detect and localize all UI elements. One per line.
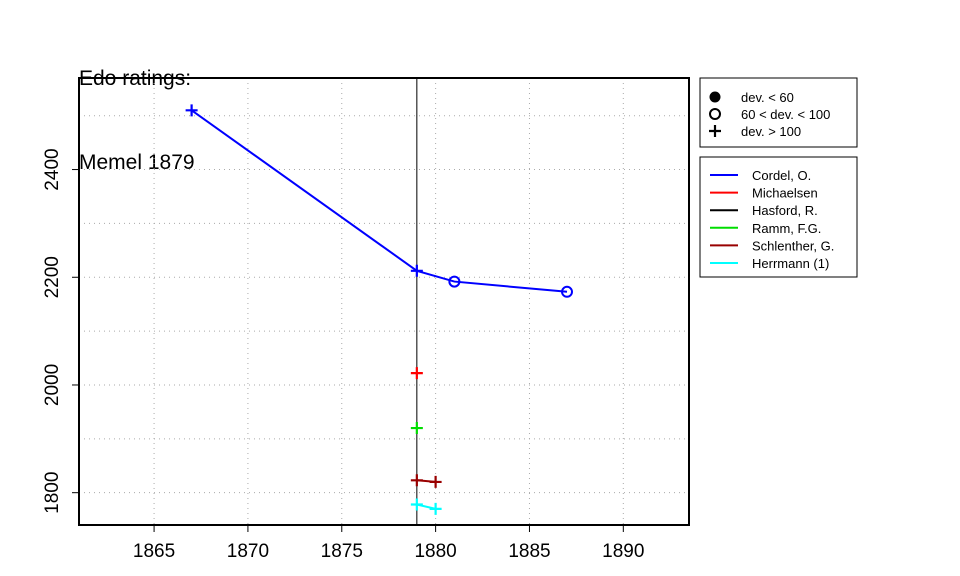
symbol-legend-label-2: dev. > 100 [741,124,801,139]
data-point-5-1 [429,502,442,515]
plot-frame [78,77,690,526]
symbol-legend-box [699,77,858,148]
x-tick-label-5: 1890 [602,541,644,562]
series-legend-label-3: Ramm, F.G. [752,221,821,236]
series-5 [410,498,442,515]
y-tick-label-1: 2000 [42,364,63,406]
y-tick-label-3: 2400 [42,148,63,190]
symbol-legend-marker-2 [709,125,721,137]
data-point-3-0 [410,422,423,435]
x-axis: 1865 1870 1875 1880 1885 1890 [133,525,644,562]
x-tick-label-3: 1880 [414,541,456,562]
data-point-0-1 [410,264,423,277]
x-tick-label-4: 1885 [508,541,550,562]
series-legend-label-4: Schlenther, G. [752,238,834,253]
data-point-4-1 [429,475,442,488]
chart-title-line-2: Memel 1879 [79,151,195,174]
x-tick-label-0: 1865 [133,541,175,562]
grid-lines [79,78,689,525]
series-legend: Cordel, O. Michaelsen Hasford, R. Ramm, F.G… [699,156,858,278]
series-3 [410,422,423,435]
data-point-0-2 [448,275,461,288]
data-point-1-0 [410,367,423,380]
data-point-5-0 [410,498,423,511]
symbol-legend-marker-0 [709,91,721,103]
series-1 [410,367,423,380]
symbol-legend-marker-1 [709,108,721,120]
series-line-0 [191,109,568,293]
symbol-legend-label-1: 60 < dev. < 100 [741,107,830,122]
series-legend-box [699,156,858,278]
data-point-0-3 [561,285,573,298]
series-legend-label-1: Michaelsen [752,186,818,201]
symbol-legend-label-0: dev. < 60 [741,90,794,105]
symbol-legend: dev. < 60 60 < dev. < 100 dev. > 100 [699,77,858,148]
data-point-0-0 [185,104,198,117]
series-legend-label-5: Herrmann (1) [752,256,829,271]
y-tick-label-2: 2200 [42,256,63,298]
x-tick-label-2: 1875 [321,541,363,562]
data-point-4-0 [410,474,423,487]
y-axis: 1800 2000 2200 2400 [42,148,79,514]
series-group [185,104,573,515]
y-tick-label-0: 1800 [42,472,63,514]
series-legend-label-2: Hasford, R. [752,203,818,218]
series-4 [410,474,442,488]
series-legend-label-0: Cordel, O. [752,168,811,183]
series-0 [185,104,573,298]
x-tick-label-1: 1870 [227,541,269,562]
